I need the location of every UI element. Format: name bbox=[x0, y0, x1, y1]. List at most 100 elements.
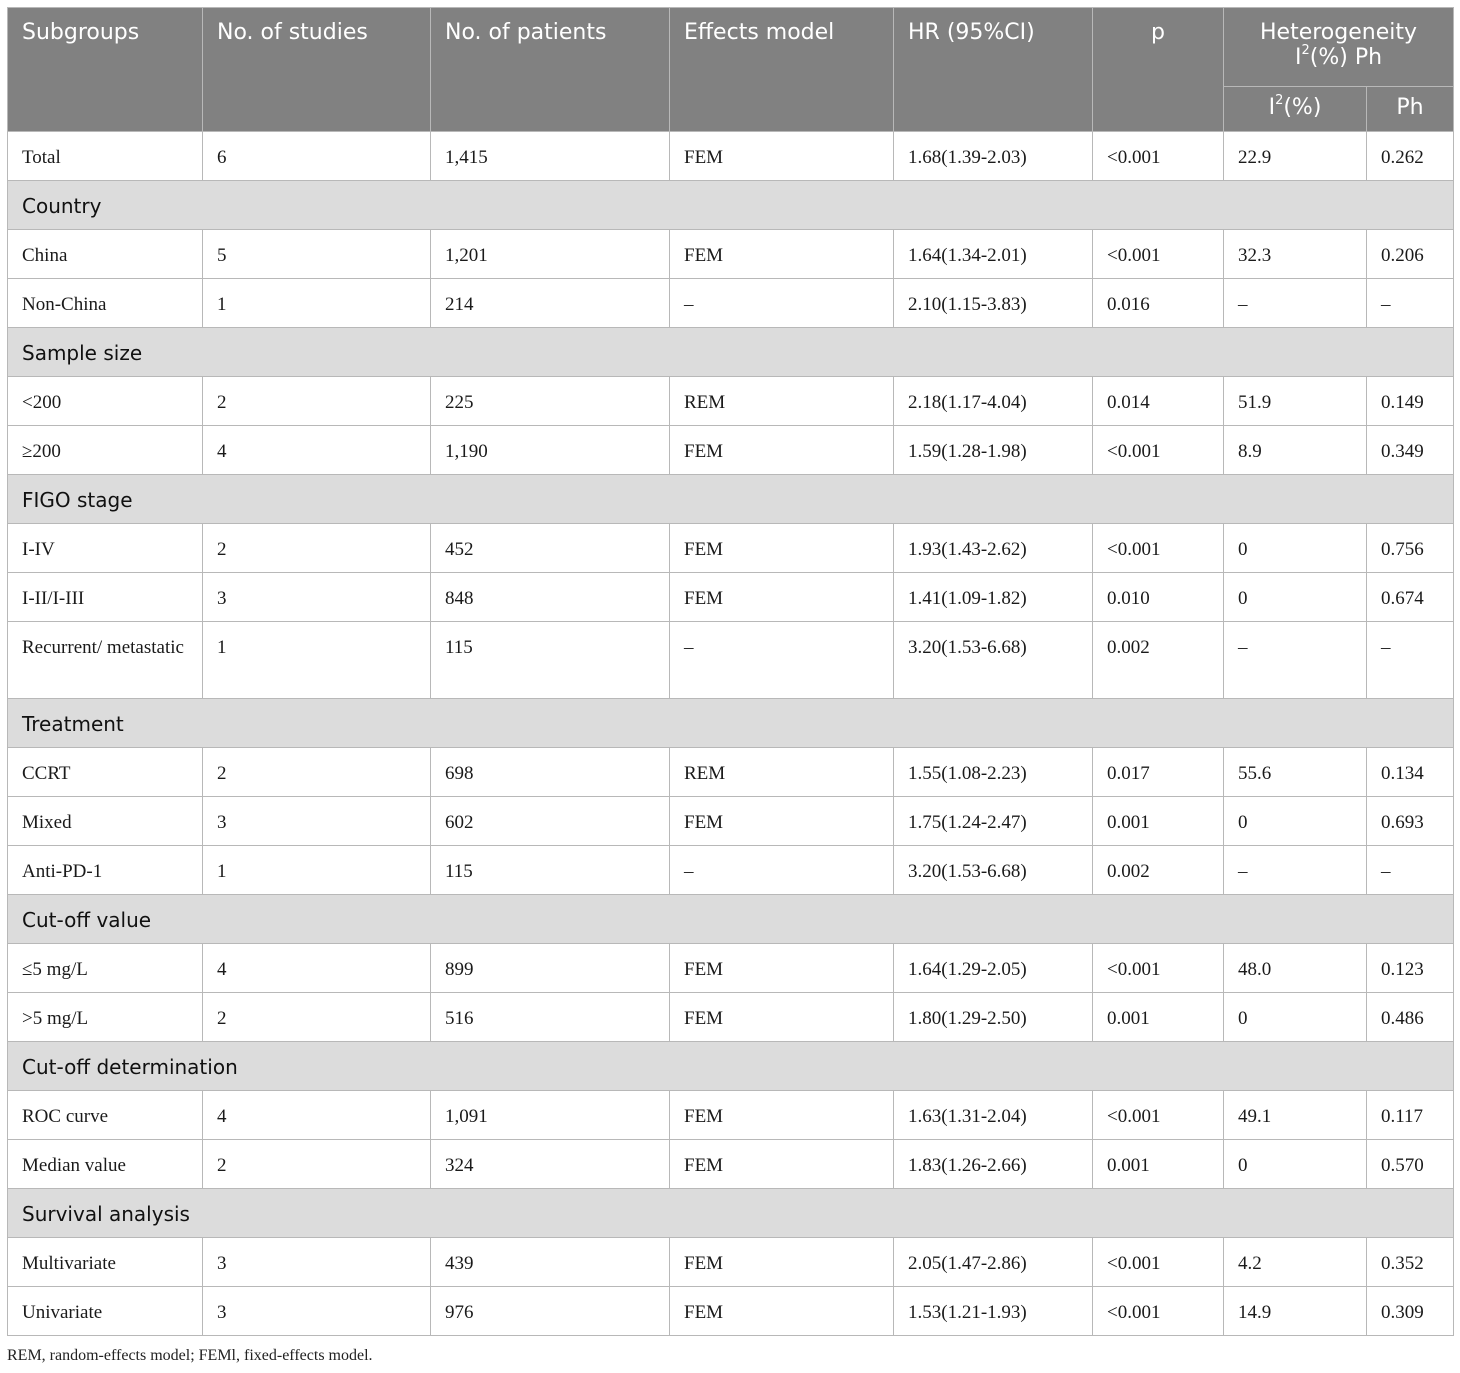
cell-studies: 2 bbox=[202, 523, 431, 573]
group-header-row: Sample size bbox=[7, 327, 1454, 377]
cell-ph: 0.352 bbox=[1366, 1237, 1454, 1287]
cell-p: 0.001 bbox=[1092, 796, 1224, 846]
cell-i2: 0 bbox=[1223, 572, 1367, 622]
cell-effects-model: FEM bbox=[669, 1090, 894, 1140]
cell-p: 0.001 bbox=[1092, 1139, 1224, 1189]
group-header-row: Cut-off determination bbox=[7, 1041, 1454, 1091]
cell-p: <0.001 bbox=[1092, 1090, 1224, 1140]
cell-subgroup: Anti-PD-1 bbox=[7, 845, 203, 895]
cell-effects-model: FEM bbox=[669, 943, 894, 993]
cell-studies: 1 bbox=[202, 845, 431, 895]
header-i2-post: (%) bbox=[1283, 95, 1322, 120]
cell-effects-model: REM bbox=[669, 376, 894, 426]
cell-i2: 32.3 bbox=[1223, 229, 1367, 279]
cell-studies: 4 bbox=[202, 1090, 431, 1140]
table-row: Recurrent/ metastatic 1 115–3.20(1.53-6.68… bbox=[7, 621, 1454, 699]
group-header-row: Survival analysis bbox=[7, 1188, 1454, 1238]
cell-hr: 1.53(1.21-1.93) bbox=[893, 1286, 1093, 1336]
cell-hr: 1.64(1.34-2.01) bbox=[893, 229, 1093, 279]
cell-i2: 22.9 bbox=[1223, 131, 1367, 181]
group-label: Treatment bbox=[7, 698, 1454, 748]
cell-studies: 3 bbox=[202, 796, 431, 846]
table-row: ROC curve 4 1,091 FEM 1.63(1.31-2.04) <0.001 4… bbox=[7, 1090, 1454, 1140]
cell-p: 0.001 bbox=[1092, 992, 1224, 1042]
header-p: p bbox=[1092, 7, 1224, 132]
header-subgroups: Subgroups bbox=[7, 7, 203, 132]
table-footnote: REM, random-effects model; FEMl, fixed-e… bbox=[7, 1347, 373, 1364]
cell-studies: 1 bbox=[202, 621, 431, 699]
subgroup-analysis-table-container: Subgroups No. of studies No. of patients… bbox=[7, 7, 1454, 1336]
cell-i2: – bbox=[1223, 845, 1367, 895]
table-row: Non-China 1 214–2.10(1.15-3.83) 0.016– – bbox=[7, 278, 1454, 328]
cell-effects-model: FEM bbox=[669, 1237, 894, 1287]
cell-subgroup: ≤5 mg/L bbox=[7, 943, 203, 993]
cell-ph: – bbox=[1366, 845, 1454, 895]
cell-effects-model: FEM bbox=[669, 131, 894, 181]
group-label: FIGO stage bbox=[7, 474, 1454, 524]
cell-hr: 1.59(1.28-1.98) bbox=[893, 425, 1093, 475]
header-i2-i: I bbox=[1268, 95, 1276, 120]
cell-effects-model: FEM bbox=[669, 523, 894, 573]
group-header-row: Treatment bbox=[7, 698, 1454, 748]
cell-ph: 0.117 bbox=[1366, 1090, 1454, 1140]
header-heterogeneity-label: Heterogeneity bbox=[1260, 20, 1417, 45]
table-row: China 5 1,201 FEM 1.64(1.34-2.01) <0.001 32.3 0… bbox=[7, 229, 1454, 279]
cell-patients: 1,190 bbox=[430, 425, 670, 475]
table-row: <200 2 225 REM 2.18(1.17-4.04) 0.014 51.9 0.149 bbox=[7, 376, 1454, 426]
cell-studies: 2 bbox=[202, 376, 431, 426]
cell-p: <0.001 bbox=[1092, 1286, 1224, 1336]
cell-p: 0.016 bbox=[1092, 278, 1224, 328]
cell-patients: 976 bbox=[430, 1286, 670, 1336]
cell-ph: 0.570 bbox=[1366, 1139, 1454, 1189]
cell-ph: 0.693 bbox=[1366, 796, 1454, 846]
cell-i2: 4.2 bbox=[1223, 1237, 1367, 1287]
cell-i2: 8.9 bbox=[1223, 425, 1367, 475]
cell-subgroup: Non-China bbox=[7, 278, 203, 328]
header-heterogeneity: Heterogeneity I2(%) Ph bbox=[1223, 7, 1454, 87]
cell-hr: 1.55(1.08-2.23) bbox=[893, 747, 1093, 797]
group-label: Survival analysis bbox=[7, 1188, 1454, 1238]
cell-p: <0.001 bbox=[1092, 131, 1224, 181]
cell-effects-model: – bbox=[669, 278, 894, 328]
cell-effects-model: FEM bbox=[669, 992, 894, 1042]
cell-studies: 2 bbox=[202, 1139, 431, 1189]
cell-studies: 2 bbox=[202, 747, 431, 797]
cell-ph: 0.486 bbox=[1366, 992, 1454, 1042]
cell-ph: 0.206 bbox=[1366, 229, 1454, 279]
cell-subgroup: >5 mg/L bbox=[7, 992, 203, 1042]
cell-hr: 2.18(1.17-4.04) bbox=[893, 376, 1093, 426]
group-header-row: Country bbox=[7, 180, 1454, 230]
cell-i2: 48.0 bbox=[1223, 943, 1367, 993]
cell-patients: 452 bbox=[430, 523, 670, 573]
group-header-row: FIGO stage bbox=[7, 474, 1454, 524]
header-i2-sup: 2 bbox=[1275, 92, 1284, 108]
table-row: I-IV 2 452 FEM 1.93(1.43-2.62) <0.001 0 0.756 bbox=[7, 523, 1454, 573]
cell-patients: 1,201 bbox=[430, 229, 670, 279]
cell-p: <0.001 bbox=[1092, 425, 1224, 475]
cell-p: <0.001 bbox=[1092, 1237, 1224, 1287]
table-row: >5 mg/L 2 516 FEM 1.80(1.29-2.50) 0.001 0 0.486 bbox=[7, 992, 1454, 1042]
table-row: ≤5 mg/L 4 899 FEM 1.64(1.29-2.05) <0.001 48.0 0… bbox=[7, 943, 1454, 993]
cell-effects-model: FEM bbox=[669, 796, 894, 846]
cell-patients: 115 bbox=[430, 621, 670, 699]
cell-patients: 214 bbox=[430, 278, 670, 328]
cell-effects-model: FEM bbox=[669, 1286, 894, 1336]
cell-studies: 2 bbox=[202, 992, 431, 1042]
subgroup-analysis-table: Subgroups No. of studies No. of patients… bbox=[7, 7, 1454, 1336]
cell-studies: 5 bbox=[202, 229, 431, 279]
cell-patients: 115 bbox=[430, 845, 670, 895]
cell-effects-model: FEM bbox=[669, 1139, 894, 1189]
cell-ph: 0.149 bbox=[1366, 376, 1454, 426]
cell-ph: – bbox=[1366, 621, 1454, 699]
table-row: I-II/I-III 3 848 FEM 1.41(1.09-1.82) 0.010 0 0.… bbox=[7, 572, 1454, 622]
cell-hr: 2.05(1.47-2.86) bbox=[893, 1237, 1093, 1287]
cell-hr: 1.64(1.29-2.05) bbox=[893, 943, 1093, 993]
cell-effects-model: FEM bbox=[669, 229, 894, 279]
cell-hr: 1.83(1.26-2.66) bbox=[893, 1139, 1093, 1189]
cell-subgroup: Multivariate bbox=[7, 1237, 203, 1287]
cell-subgroup: Univariate bbox=[7, 1286, 203, 1336]
cell-hr: 1.63(1.31-2.04) bbox=[893, 1090, 1093, 1140]
cell-patients: 602 bbox=[430, 796, 670, 846]
cell-patients: 225 bbox=[430, 376, 670, 426]
cell-hr: 1.75(1.24-2.47) bbox=[893, 796, 1093, 846]
